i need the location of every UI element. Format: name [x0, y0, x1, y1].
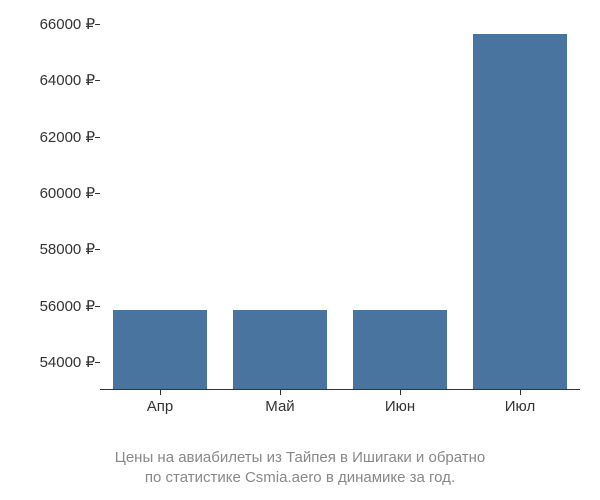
y-axis-tick-mark: [95, 306, 100, 307]
x-axis-tick-mark: [520, 390, 521, 395]
bar: [233, 310, 327, 389]
y-axis-tick-mark: [95, 362, 100, 363]
bar: [473, 34, 567, 389]
bar: [353, 310, 447, 389]
y-axis-tick-mark: [95, 137, 100, 138]
y-axis-tick-label: 60000 ₽: [0, 184, 95, 202]
y-axis-tick-mark: [95, 80, 100, 81]
x-axis-tick-mark: [400, 390, 401, 395]
x-axis-tick-label: Июн: [385, 398, 415, 415]
y-axis-tick-mark: [95, 24, 100, 25]
y-axis-tick-mark: [95, 249, 100, 250]
y-axis-tick-label: 62000 ₽: [0, 128, 95, 146]
caption-line-1: Цены на авиабилеты из Тайпея в Ишигаки и…: [115, 449, 486, 466]
y-axis-tick-mark: [95, 193, 100, 194]
x-axis-tick-label: Май: [265, 398, 294, 415]
chart-caption: Цены на авиабилеты из Тайпея в Ишигаки и…: [0, 448, 600, 489]
y-axis-tick-label: 56000 ₽: [0, 297, 95, 315]
x-axis-tick-label: Июл: [505, 398, 535, 415]
plot-area: [100, 10, 580, 390]
price-bar-chart: 54000 ₽ 56000 ₽ 58000 ₽ 60000 ₽ 62000 ₽ 64000…: [0, 0, 600, 440]
y-axis-tick-label: 54000 ₽: [0, 353, 95, 371]
bar: [113, 310, 207, 389]
y-axis-tick-label: 66000 ₽: [0, 15, 95, 33]
x-axis-tick-mark: [280, 390, 281, 395]
x-axis-tick-mark: [160, 390, 161, 395]
y-axis-tick-label: 64000 ₽: [0, 71, 95, 89]
x-axis-tick-label: Апр: [147, 398, 173, 415]
y-axis-tick-label: 58000 ₽: [0, 240, 95, 258]
caption-line-2: по статистике Csmia.aero в динамике за г…: [145, 469, 455, 486]
